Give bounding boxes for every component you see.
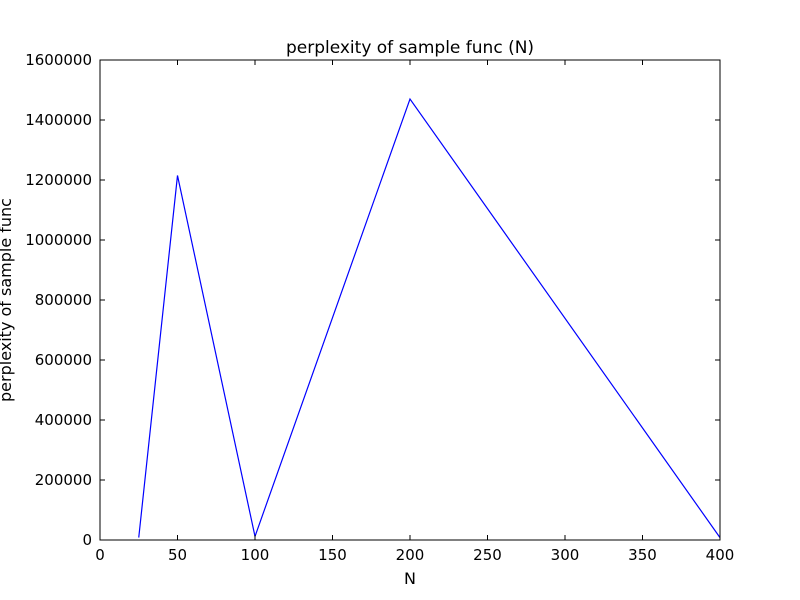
y-tick-label: 1400000 [25, 111, 92, 129]
y-tick-label: 1000000 [25, 231, 92, 249]
y-tick-label: 800000 [35, 291, 92, 309]
x-axis-ticks: 0 50 100 150 200 250 300 350 400 [95, 60, 734, 564]
plot-area: 0 50 100 150 200 250 300 350 400 0 200000 400000 60… [25, 51, 734, 564]
x-tick-label: 250 [473, 546, 502, 564]
y-tick-label: 400000 [35, 411, 92, 429]
y-tick-label: 1600000 [25, 51, 92, 69]
y-axis-ticks: 0 200000 400000 600000 800000 1000000 1200000 1… [25, 51, 720, 549]
x-tick-label: 300 [551, 546, 580, 564]
x-tick-label: 50 [168, 546, 187, 564]
plot-frame [99, 59, 721, 541]
x-tick-label: 100 [241, 546, 270, 564]
y-tick-label: 0 [82, 531, 92, 549]
y-tick-label: 600000 [35, 351, 92, 369]
x-tick-label: 150 [318, 546, 347, 564]
x-axis-label: N [404, 569, 416, 588]
series-layer [138, 97, 721, 539]
y-tick-label: 200000 [35, 471, 92, 489]
y-tick-label: 1200000 [25, 171, 92, 189]
x-tick-label: 400 [706, 546, 735, 564]
x-tick-label: 0 [95, 546, 105, 564]
y-axis-label: perplexity of sample func [0, 198, 15, 402]
series-line-1 [138, 97, 721, 539]
chart-title: perplexity of sample func (N) [286, 38, 534, 58]
x-tick-label: 200 [396, 546, 425, 564]
x-tick-label: 350 [628, 546, 657, 564]
